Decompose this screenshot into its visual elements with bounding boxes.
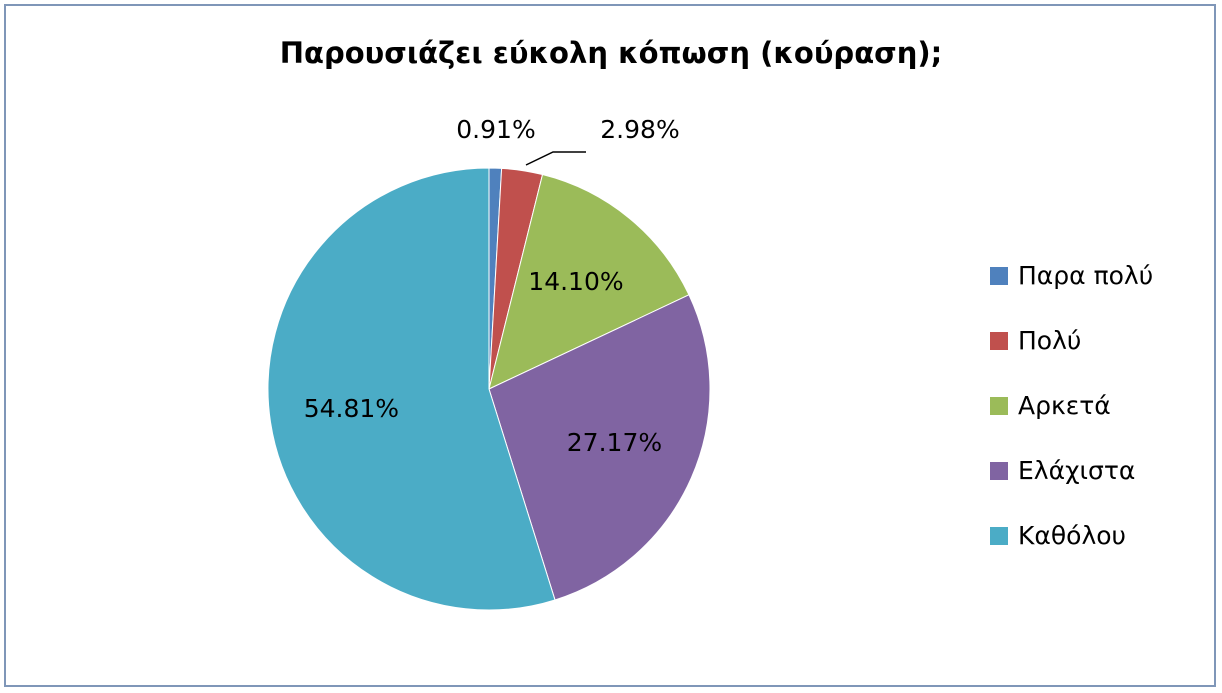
legend-swatch [990, 461, 1008, 480]
legend-item-πολυ: Πολύ [990, 308, 1153, 373]
legend-item-παρα-πολυ: Παρα πολύ [990, 243, 1153, 308]
legend-item-αρκετα: Αρκετά [990, 373, 1153, 438]
legend-swatch [990, 396, 1008, 415]
legend-item-ελαχιστα: Ελάχιστα [990, 438, 1153, 503]
data-label-καθολου: 54.81% [304, 394, 399, 423]
legend-label: Πολύ [1018, 326, 1082, 355]
legend-label: Αρκετά [1018, 391, 1111, 420]
legend-label: Ελάχιστα [1018, 456, 1136, 485]
legend-swatch [990, 526, 1008, 545]
pie-slice-καθολου [267, 167, 556, 611]
leader-line-πολυ [525, 151, 586, 166]
legend-swatch [990, 266, 1008, 285]
legend-label: Παρα πολύ [1018, 261, 1154, 290]
pie-slice-ελαχιστα [488, 294, 711, 601]
data-label-ελαχιστα: 27.17% [567, 428, 662, 457]
legend-swatch [990, 331, 1008, 350]
data-label-παρα-πολυ: 0.91% [456, 115, 535, 144]
legend-item-καθολου: Καθόλου [990, 503, 1153, 568]
chart-title: Παρουσιάζει εύκολη κόπωση (κούραση); [279, 36, 943, 70]
legend-label: Καθόλου [1018, 521, 1127, 550]
data-label-πολυ: 2.98% [600, 115, 679, 144]
data-label-αρκετα: 14.10% [528, 267, 623, 296]
chart-legend: Παρα πολύ Πολύ Αρκετά Ελάχιστα Καθόλου [990, 243, 1153, 568]
pie-slice-αρκετα [488, 173, 690, 390]
